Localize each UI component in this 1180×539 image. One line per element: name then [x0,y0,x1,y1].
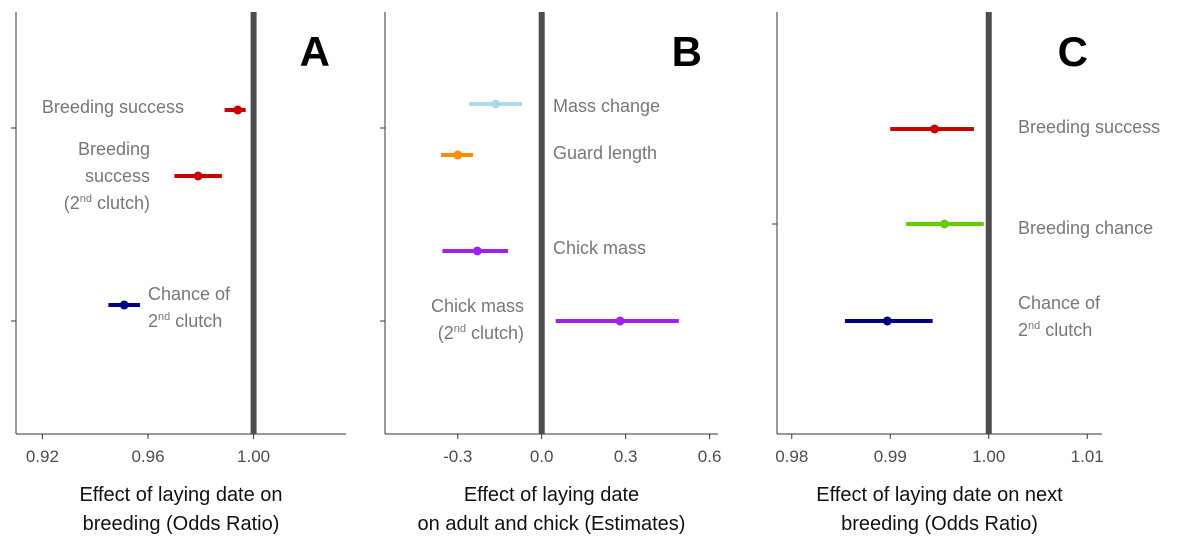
point-estimate [491,99,501,109]
panel-a: 0.92 0.96 1.00 A Breeding success Breeding suc… [11,12,346,535]
x-axis-title: on adult and chick (Estimates) [418,513,686,535]
x-tick-label: 1.01 [1071,447,1104,466]
series-label: Breeding [78,139,150,159]
series-label: Chick mass [553,238,646,258]
x-tick-label: 0.98 [775,447,808,466]
series-label: (2nd clutch) [438,323,524,343]
x-tick-label: -0.3 [443,447,472,466]
series-label: Breeding success [1018,117,1160,137]
x-axis-title: breeding (Odds Ratio) [83,513,280,535]
panel-b: -0.3 0.0 0.3 0.6 B Mass change Guard length Chi… [380,12,721,535]
point-estimate [119,300,129,310]
series-label: Chance of [148,284,231,304]
panel-letter: B [672,28,702,75]
series-label: Chance of [1018,293,1101,313]
point-estimate [472,246,482,256]
x-axis-title: Effect of laying date [464,484,639,506]
series-label: Breeding chance [1018,218,1153,238]
x-tick-label: 1.00 [972,447,1005,466]
series-label: (2nd clutch) [64,193,150,213]
x-tick-label: 0.92 [26,447,59,466]
x-tick-label: 0.0 [530,447,554,466]
series-label: Guard length [553,143,657,163]
series-label: Breeding success [42,97,184,117]
series-label: 2nd clutch [148,311,222,331]
series-label: success [85,166,150,186]
x-tick-label: 0.99 [874,447,907,466]
x-tick-label: 0.96 [131,447,164,466]
x-axis-title: Effect of laying date on [79,484,282,506]
x-tick-label: 0.3 [614,447,638,466]
panel-c: 0.98 0.99 1.00 1.01 C Breeding success Breedin… [772,12,1160,535]
point-estimate [939,219,949,229]
point-estimate [233,105,243,115]
point-estimate [615,316,625,326]
point-estimate [930,124,940,134]
point-estimate [193,171,203,181]
series-label: 2nd clutch [1018,320,1092,340]
point-estimate [882,316,892,326]
series-label: Mass change [553,96,660,116]
point-estimate [453,150,463,160]
x-tick-label: 0.6 [698,447,722,466]
x-tick-label: 1.00 [237,447,270,466]
panel-letter: A [300,28,330,75]
panel-letter: C [1058,28,1088,75]
x-axis-title: breeding (Odds Ratio) [841,513,1038,535]
series-label: Chick mass [431,296,524,316]
x-axis-title: Effect of laying date on next [816,484,1063,506]
